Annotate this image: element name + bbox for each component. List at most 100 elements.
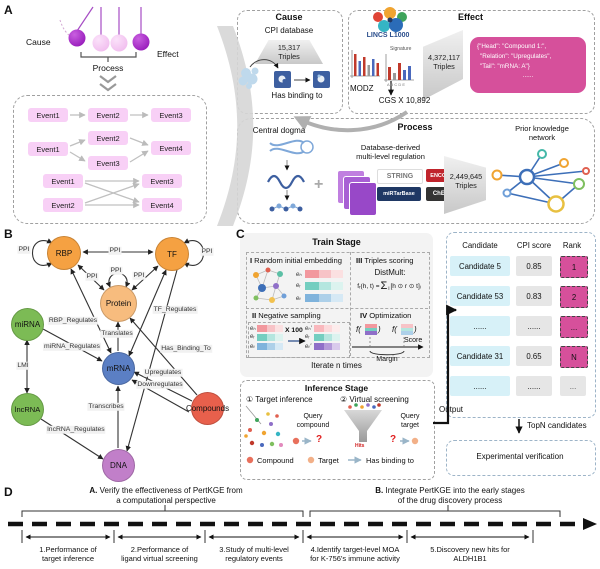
item-5-line1: 5.Discovery new hits for xyxy=(430,545,510,554)
section-1-numeral: I xyxy=(250,256,253,265)
cause-triples-text: 15,317 Triples xyxy=(255,40,323,64)
formula-sigma: Σ xyxy=(380,280,388,292)
event-box: Event3 xyxy=(88,156,128,170)
neg-label-t: eₜ xyxy=(250,344,256,350)
timeline xyxy=(8,505,597,543)
query-compound-dot xyxy=(292,437,300,445)
query-compound-label: Query compound xyxy=(292,413,334,431)
process-label: Process xyxy=(92,63,124,73)
node-compounds: Compounds xyxy=(186,392,229,425)
score-cell: 0.65 xyxy=(516,346,552,366)
item-3-line2: regulatory events xyxy=(225,554,283,564)
triple-example-box: {"Head": "Compound 1:", "Relation": "Upr… xyxy=(470,37,586,93)
mirtarbase-logo-text: miRTarBase xyxy=(383,191,415,197)
node-mrna-label: mRNA xyxy=(106,364,131,373)
effect-triples-text: 4,372,117 Triples xyxy=(419,49,469,75)
effect-box-title: Effect xyxy=(457,12,483,22)
neg-bar-t2 xyxy=(314,343,340,350)
event-label: Event2 xyxy=(96,133,120,143)
cpi-score: ...... xyxy=(527,321,541,331)
candidate-name: Candidate 53 xyxy=(456,291,504,301)
distmult-label: DistMult: xyxy=(374,268,406,277)
section-1-label: Random initial embedding xyxy=(254,256,342,265)
item-4-line2: for K-756's immune activity xyxy=(310,554,400,564)
embedding-bar-t xyxy=(305,294,343,302)
edge-label-lmi: LMI xyxy=(16,361,30,371)
candidate-cell: ...... xyxy=(450,376,510,396)
section-random-embedding: I Random initial embedding xyxy=(250,256,342,265)
mirtarbase-logo: miRTarBase xyxy=(377,187,421,201)
section-2-numeral: II xyxy=(252,311,257,320)
timeline-item-5: 5.Discovery new hits for ALDH1B1 xyxy=(407,545,533,564)
event-box: Event2 xyxy=(88,131,128,145)
edge-label-ppi: PPI xyxy=(17,245,31,255)
node-dna: DNA xyxy=(102,449,135,482)
section-4-label: Optimization xyxy=(369,311,412,320)
query-arrows xyxy=(302,437,410,464)
objective-a-prefix: A. xyxy=(89,486,98,495)
embedding-label-r: eᵣ xyxy=(296,283,301,289)
experimental-verification-label: Experimental verification xyxy=(476,452,564,461)
neg-bar-h2 xyxy=(314,325,340,332)
optimization-axis xyxy=(352,337,424,356)
cause-triples-word: Triples xyxy=(278,52,300,61)
candidate-name: ...... xyxy=(473,321,487,331)
process-triples-text: 2,449,645 Triples xyxy=(442,168,490,194)
panel-b-label: B xyxy=(4,227,13,241)
cycle-arrow xyxy=(293,110,409,133)
signature-label: Signature xyxy=(390,46,412,52)
section-2-label: Negative sampling xyxy=(258,311,321,320)
neg-label-r2: eᵣ xyxy=(305,334,310,340)
timeline-item-2: 2.Performance of ligand virtual screening xyxy=(114,545,205,564)
f-embedding-stack xyxy=(365,324,377,335)
node-mrna: mRNA xyxy=(102,352,135,385)
train-stage-divider-h xyxy=(246,308,428,309)
event-label: Event1 xyxy=(36,144,60,154)
chea-logo-text: ChEA xyxy=(432,191,450,197)
rank-cell: N xyxy=(560,346,588,368)
signature-letters: A B C D E xyxy=(387,82,406,87)
negative-sampling-box xyxy=(248,322,350,358)
event-box: Event3 xyxy=(142,174,182,188)
inference-stage-box xyxy=(240,380,435,480)
encori-logo-text: ENCORI xyxy=(430,172,452,179)
prior-knowledge-network-label: Prior knowledge network xyxy=(502,124,582,143)
section-negative-sampling: II Negative sampling xyxy=(252,311,321,320)
effect-triples-value: 4,372,117 xyxy=(428,52,460,62)
candidate-cell: Candidate 5 xyxy=(450,256,510,276)
embedding-bar-r xyxy=(305,282,343,290)
triple-line: "Relation": "Upregulates", xyxy=(480,52,552,60)
legend-compound-dot xyxy=(246,456,254,464)
neg-bar-r xyxy=(257,334,283,341)
database-derived-label: Database-derived multi-level regulation xyxy=(348,143,433,162)
objective-b-line1: Integrate PertKGE into the early stages xyxy=(383,486,525,495)
edge-label-ppi: PPI xyxy=(109,266,123,276)
hits-label: Hits xyxy=(355,443,365,449)
item-2-line2: ligand virtual screening xyxy=(121,554,198,564)
neg-bar-r2 xyxy=(314,334,340,341)
cpi-score: 0.65 xyxy=(526,351,542,361)
rank-cell: ... xyxy=(560,376,586,396)
neg-bar-h xyxy=(257,325,283,332)
event-label: Event1 xyxy=(36,110,60,120)
lincs-logo-icon xyxy=(373,7,407,32)
timeline-item-4: 4.Identify target-level MOA for K-756's i… xyxy=(303,545,407,564)
legend-compound-label: Compound xyxy=(257,456,294,465)
distmult-formula: fᵣ(h, t) = Σ i [h ⊙ r ⊙ t]ᵢ xyxy=(350,280,428,292)
database-derived-line2: multi-level regulation xyxy=(356,152,425,162)
triple-line: {"Head": "Compound 1:", xyxy=(477,43,547,50)
query-compound-line1: Query xyxy=(303,413,323,420)
candidate-cell: Candidate 31 xyxy=(450,346,510,366)
column-header-cpi-score: CPI score xyxy=(516,241,552,250)
pkn-line1: Prior knowledge xyxy=(515,124,569,133)
train-network-icon xyxy=(253,267,287,303)
lincs-logo-text: LINCS L1000 xyxy=(366,32,410,39)
margin-label: Margin xyxy=(376,356,398,363)
node-mirna-label: miRNA xyxy=(14,320,41,329)
score-cell: 0.85 xyxy=(516,256,552,276)
edge-label-transcribes: Transcribes xyxy=(87,402,125,412)
formula-body: [h ⊙ r ⊙ t]ᵢ xyxy=(390,283,421,290)
candidate-name: ...... xyxy=(473,381,487,391)
legend-target-label: Target xyxy=(318,456,339,465)
